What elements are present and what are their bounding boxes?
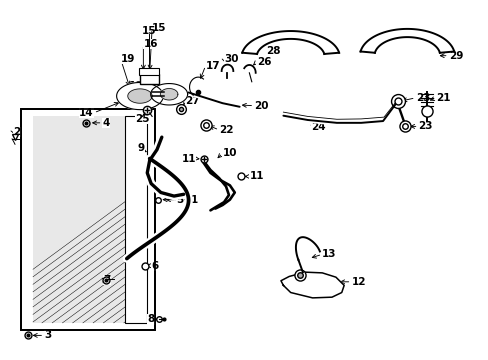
Text: 11: 11 [181, 154, 196, 163]
Text: 12: 12 [351, 277, 365, 287]
Text: 25: 25 [135, 113, 149, 123]
Text: 20: 20 [254, 101, 268, 111]
Text: 8: 8 [147, 314, 154, 324]
Text: 14: 14 [79, 108, 94, 118]
Text: 2: 2 [14, 127, 21, 137]
Text: 30: 30 [224, 54, 238, 64]
Text: 1: 1 [191, 195, 198, 204]
Bar [125, 116, 147, 323]
Text: 5: 5 [176, 195, 183, 204]
Text: 4: 4 [102, 118, 110, 128]
Polygon shape [127, 89, 152, 103]
Text: 26: 26 [256, 57, 271, 67]
Text: 15: 15 [142, 26, 156, 36]
Text: 6: 6 [151, 261, 158, 271]
Text: 21: 21 [436, 93, 450, 103]
Bar [21, 109, 154, 330]
Polygon shape [117, 82, 163, 110]
Polygon shape [160, 89, 178, 100]
Bar [140, 73, 159, 84]
Text: 18: 18 [128, 81, 143, 91]
Text: 10: 10 [222, 148, 237, 158]
Text: 24: 24 [311, 122, 325, 132]
Text: 29: 29 [448, 51, 462, 61]
Text: 17: 17 [205, 61, 220, 71]
Text: 16: 16 [143, 39, 158, 49]
Text: 22: 22 [219, 125, 233, 135]
Text: 13: 13 [322, 249, 336, 259]
Bar [21, 109, 154, 330]
Text: 7: 7 [103, 275, 111, 285]
Polygon shape [150, 84, 187, 105]
Bar [33, 116, 125, 323]
Text: 9: 9 [137, 143, 144, 153]
Text: 15: 15 [152, 23, 166, 33]
Text: 3: 3 [44, 330, 51, 341]
Bar [139, 68, 159, 75]
Text: 23: 23 [418, 121, 432, 131]
Text: 28: 28 [266, 46, 280, 56]
Text: 27: 27 [185, 96, 200, 107]
Text: 19: 19 [120, 54, 135, 64]
Text: 23: 23 [415, 93, 429, 103]
Text: 11: 11 [249, 171, 264, 181]
Polygon shape [281, 272, 344, 298]
